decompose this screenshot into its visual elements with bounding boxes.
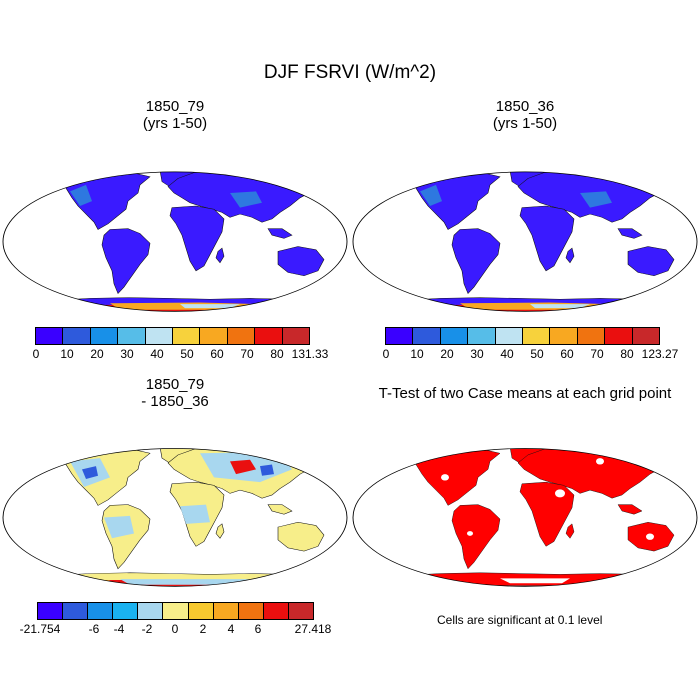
panel-4-title: T-Test of two Case means at each grid po… [335,385,700,402]
colorbar-swatch [549,327,578,345]
colorbar-tick-label: 2 [199,622,207,636]
map-panel-4 [352,448,698,587]
colorbar-tick-label: 20 [440,347,454,361]
colorbar-swatch [237,602,264,620]
colorbar-tick-label: -2 [141,622,153,636]
panel-2-title-line2: (yrs 1-50) [492,115,558,132]
colorbar-tick-label: 10 [410,347,424,361]
colorbar-tick-label: 131.33 [291,347,329,361]
colorbar-tick-label: 70 [590,347,604,361]
colorbar-swatch [112,602,139,620]
colorbar-tick-label: 0 [171,622,179,636]
colorbar-swatch [37,602,64,620]
colorbar-swatch [522,327,551,345]
colorbar-panel-1 [35,327,311,345]
map-panel-3 [2,448,348,587]
map-panel-2 [352,171,698,312]
colorbar-swatch [604,327,633,345]
colorbar-tick-label: 40 [150,347,164,361]
colorbar-tick-label: 27.418 [294,622,332,636]
colorbar-swatch [262,602,289,620]
panel-1-title: 1850_79 (yrs 1-50) [25,98,325,132]
colorbar-tick-label: 30 [470,347,484,361]
colorbar-swatch [35,327,64,345]
colorbar-swatch [287,602,315,620]
colorbar-swatch [87,602,114,620]
colorbar-tick-label: -6 [88,622,100,636]
colorbar-swatch [494,327,524,345]
colorbar-tick-label: 40 [500,347,514,361]
colorbar-swatch [281,327,311,345]
colorbar-swatch [226,327,256,345]
colorbar-swatch [467,327,496,345]
colorbar-tick-label: 10 [60,347,74,361]
colorbar-panel-3 [37,602,315,620]
colorbar-tick-label: 50 [180,347,194,361]
colorbar-swatch [412,327,441,345]
panel-2-title: 1850_36 (yrs 1-50) [375,98,675,132]
colorbar-tick-label: 4 [227,622,235,636]
colorbar-swatch [117,327,146,345]
colorbar-swatch [137,602,164,620]
colorbar-swatch [631,327,661,345]
colorbar-swatch [439,327,469,345]
colorbar-tick-label: 30 [120,347,134,361]
colorbar-tick-label: 80 [270,347,284,361]
colorbar-tick-label: 0 [382,347,390,361]
panel-3-title-line1: 1850_79 [145,376,205,393]
panel-1-title-line1: 1850_79 [145,98,205,115]
figure-title: DJF FSRVI (W/m^2) [263,62,437,83]
colorbar-tick-label: 0 [32,347,40,361]
colorbar-tick-label: 70 [240,347,254,361]
colorbar-swatch [144,327,174,345]
panel-3-title-line2: - 1850_36 [141,393,209,410]
colorbar-swatch [385,327,414,345]
colorbar-swatch [199,327,228,345]
significance-note: Cells are significant at 0.1 level [437,613,603,627]
colorbar-swatch [162,602,189,620]
colorbar-swatch [62,602,89,620]
colorbar-swatch [212,602,239,620]
colorbar-tick-label: -4 [113,622,125,636]
panel-4-title-line1: T-Test of two Case means at each grid po… [378,385,672,402]
colorbar-swatch [172,327,201,345]
colorbar-tick-label: 6 [254,622,262,636]
colorbar-swatch [89,327,119,345]
panel-1-title-line2: (yrs 1-50) [142,115,208,132]
colorbar-tick-label: 60 [210,347,224,361]
colorbar-swatch [187,602,214,620]
panel-3-title: 1850_79 - 1850_36 [25,376,325,410]
colorbar-tick-label: 80 [620,347,634,361]
panel-2-title-line1: 1850_36 [495,98,555,115]
map-panel-1 [2,171,348,312]
colorbar-panel-2 [385,327,661,345]
colorbar-tick-label: -21.754 [19,622,61,636]
colorbar-tick-label: 20 [90,347,104,361]
colorbar-swatch [62,327,91,345]
colorbar-tick-label: 60 [560,347,574,361]
colorbar-tick-label: 123.27 [641,347,679,361]
colorbar-swatch [576,327,606,345]
colorbar-swatch [254,327,283,345]
colorbar-tick-label: 50 [530,347,544,361]
